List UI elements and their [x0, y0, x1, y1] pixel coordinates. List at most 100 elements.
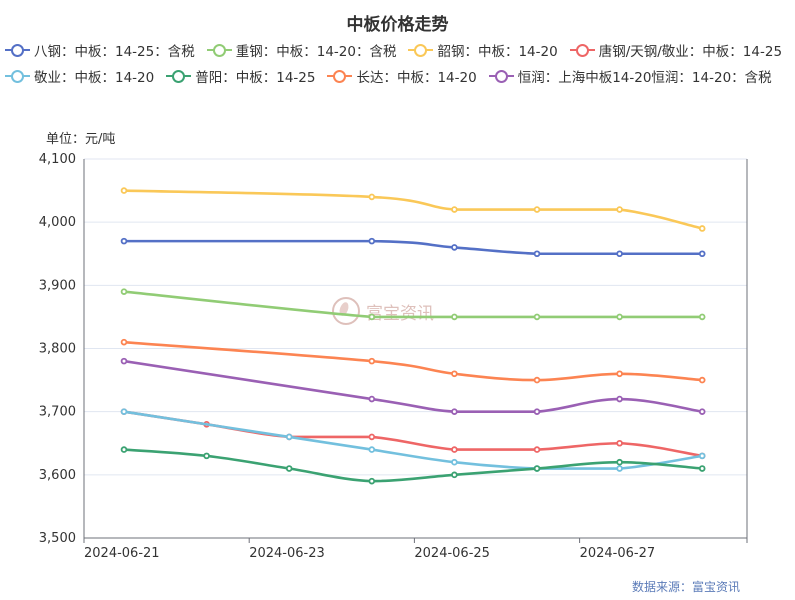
series-line: [123, 410, 703, 470]
data-point: [616, 439, 623, 447]
data-point: [616, 465, 623, 472]
data-point: [368, 193, 376, 201]
data-point: [698, 250, 706, 258]
legend-item[interactable]: 韶钢：中板：14-20: [408, 40, 558, 60]
data-point: [616, 313, 623, 321]
legend-marker-icon: [5, 69, 30, 83]
data-point: [120, 187, 128, 194]
data-point: [533, 376, 541, 384]
data-point: [698, 376, 706, 384]
series-line: [123, 359, 703, 413]
data-point: [368, 433, 376, 441]
data-point: [451, 458, 458, 466]
x-tick-label: 2024-06-23: [249, 546, 325, 561]
legend-marker-icon: [408, 43, 434, 57]
y-tick-label: 4,100: [39, 152, 76, 167]
y-tick-label: 3,600: [39, 468, 76, 483]
legend-item[interactable]: 重钢：中板：14-20：含税: [206, 40, 397, 60]
y-tick-label: 4,000: [39, 215, 76, 230]
data-point: [533, 250, 541, 258]
series-line: [123, 189, 703, 230]
legend-label: 韶钢：中板：14-20: [437, 44, 558, 60]
data-point: [451, 370, 458, 378]
data-point: [698, 313, 706, 321]
data-point: [698, 465, 706, 472]
data-point: [533, 313, 541, 321]
legend: 敬业：中板：14-20 普阳：中板：14-25 长达：中板：14-20 恒润：上海中板…: [0, 66, 795, 86]
legend-marker-icon: [569, 43, 595, 57]
watermark: 富宝资讯: [332, 297, 434, 325]
x-tick-label: 2024-06-25: [414, 546, 490, 561]
watermark-logo-icon: [332, 297, 360, 325]
data-point: [203, 452, 210, 460]
data-point: [451, 206, 458, 213]
legend-item[interactable]: 唐钢/天钢/敬业：中板：14-25: [569, 40, 783, 60]
legend-marker-icon: [206, 43, 232, 57]
data-point: [451, 471, 458, 479]
data-point: [698, 225, 706, 232]
data-point: [368, 477, 376, 485]
data-point: [616, 395, 623, 403]
chart-title: 中板价格走势: [346, 15, 449, 35]
legend-item[interactable]: 八钢：中板：14-25：含税: [5, 40, 195, 60]
legend-item[interactable]: 普阳：中板：14-25: [166, 66, 315, 86]
data-point: [368, 237, 376, 245]
data-source: 数据来源：富宝资讯: [631, 580, 740, 594]
legend-label: 敬业：中板：14-20: [34, 70, 155, 86]
data-point: [533, 446, 541, 453]
data-point: [698, 452, 706, 460]
data-point: [451, 408, 458, 415]
data-point: [368, 446, 376, 453]
data-point: [616, 458, 623, 466]
y-tick-label: 3,500: [39, 531, 76, 546]
data-point: [285, 433, 293, 441]
legend-item[interactable]: 敬业：中板：14-20: [5, 66, 154, 86]
data-point: [120, 288, 128, 295]
data-point: [698, 408, 706, 415]
data-point: [616, 206, 623, 213]
legend-label: 重钢：中板：14-20：含税: [235, 44, 397, 60]
data-point: [285, 465, 293, 472]
y-tick-label: 3,900: [39, 278, 76, 293]
legend: 八钢：中板：14-25：含税 重钢：中板：14-20：含税 韶钢：中板：14-20 唐…: [0, 40, 795, 60]
legend-label: 八钢：中板：14-25：含税: [34, 44, 195, 60]
data-point: [451, 446, 458, 453]
data-point: [451, 244, 458, 251]
data-point: [533, 465, 541, 472]
data-point: [120, 357, 128, 365]
x-tick-label: 2024-06-27: [580, 546, 656, 561]
x-tick-label: 2024-06-21: [84, 546, 160, 561]
legend-marker-icon: [327, 69, 353, 83]
data-point: [120, 446, 128, 453]
data-point: [120, 237, 128, 245]
data-point: [120, 408, 128, 415]
legend-item[interactable]: 恒润：上海中板14-20恒润：14-20：含税: [488, 66, 772, 86]
series-line: [123, 410, 703, 458]
legend-label: 恒润：上海中板14-20恒润：14-20：含税: [517, 70, 772, 86]
y-tick-label: 3,800: [39, 342, 76, 357]
legend-marker-icon: [166, 69, 192, 83]
data-point: [368, 313, 376, 321]
data-point: [451, 313, 458, 321]
watermark-text: 富宝资讯: [366, 303, 434, 324]
series-line: [123, 290, 703, 319]
series-line: [123, 448, 703, 483]
legend-label: 唐钢/天钢/敬业：中板：14-25: [598, 44, 783, 60]
legend-marker-icon: [488, 69, 514, 83]
legend-label: 普阳：中板：14-25: [195, 70, 316, 86]
y-axis-unit-label: 单位：元/吨: [46, 132, 116, 147]
legend-marker-icon: [5, 43, 30, 57]
data-point: [120, 338, 128, 346]
legend-item[interactable]: 长达：中板：14-20: [327, 66, 477, 86]
data-point: [616, 370, 623, 378]
data-point: [533, 408, 541, 415]
legend-label: 长达：中板：14-20: [356, 70, 477, 86]
series-line: [124, 239, 703, 256]
data-point: [368, 395, 376, 403]
data-point: [368, 357, 376, 365]
y-tick-label: 3,700: [39, 405, 76, 420]
data-point: [533, 206, 541, 213]
data-point: [616, 250, 623, 258]
